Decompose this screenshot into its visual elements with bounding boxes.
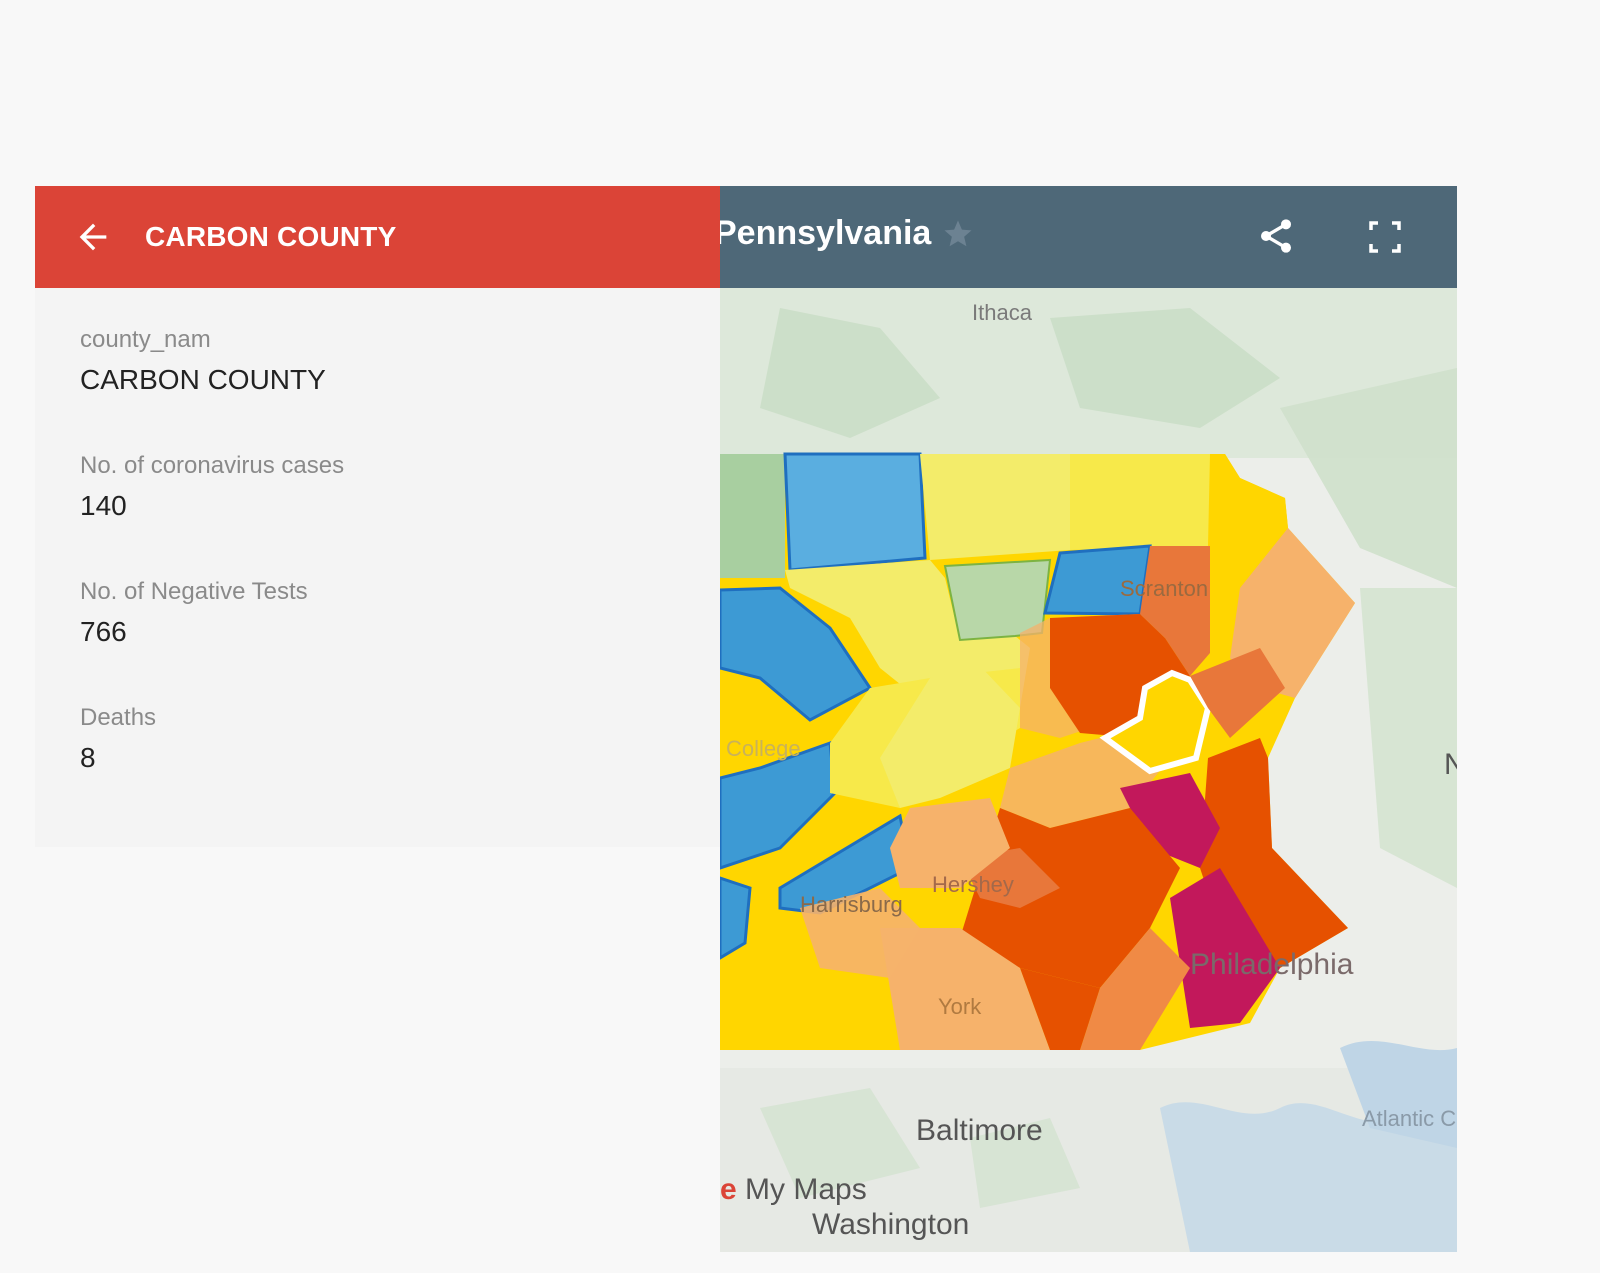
map-label-state-college: College (726, 736, 801, 761)
county-region[interactable] (720, 454, 785, 578)
field-value: 766 (80, 616, 127, 647)
map-label-hershey: Hershey (932, 872, 1014, 897)
map-label-baltimore: Baltimore (916, 1114, 1043, 1147)
map-label-edge: N (1444, 748, 1457, 781)
county-region[interactable] (880, 928, 1050, 1050)
feature-detail-header: CARBON COUNTY (35, 186, 720, 288)
map-label-harrisburg: Harrisburg (800, 892, 903, 917)
star-icon[interactable] (940, 216, 976, 252)
field-negative-tests: No. of Negative Tests 766 (80, 578, 308, 648)
map-label-ithaca: Ithaca (972, 300, 1032, 325)
arrow-left-icon (79, 223, 107, 251)
carbon-county-highlight[interactable] (1099, 669, 1212, 775)
map-label-scranton: Scranton (1120, 576, 1209, 601)
map-label-york: York (938, 994, 982, 1019)
county-region[interactable] (1020, 968, 1100, 1050)
county-region[interactable] (1050, 614, 1190, 736)
county-region[interactable] (1120, 773, 1220, 868)
county-region[interactable] (720, 876, 752, 960)
field-label: No. of coronavirus cases (80, 452, 345, 479)
field-value: 8 (80, 742, 96, 773)
back-button[interactable] (63, 207, 123, 267)
field-value: CARBON COUNTY (80, 364, 326, 395)
map-label-philadelphia: Philadelphia (1190, 948, 1354, 981)
my-maps-brand: e My Maps (720, 1173, 867, 1207)
brand-text: My Maps (736, 1173, 867, 1206)
fullscreen-icon[interactable] (1364, 216, 1406, 258)
field-value: 140 (80, 490, 127, 521)
county-choropleth (720, 452, 1355, 1050)
map-header: Pennsylvania (720, 186, 1457, 288)
panel-title: CARBON COUNTY (145, 221, 397, 252)
county-region[interactable] (783, 452, 927, 572)
county-region[interactable] (880, 666, 1020, 808)
county-region[interactable] (778, 813, 912, 915)
brand-letter: e (720, 1173, 737, 1206)
county-region[interactable] (1190, 648, 1285, 738)
share-icon[interactable] (1256, 216, 1296, 256)
field-county-name: county_nam CARBON COUNTY (80, 326, 326, 396)
county-region[interactable] (1170, 868, 1280, 1028)
map-title[interactable]: Pennsylvania (720, 214, 932, 252)
map-label-atlantic-city: Atlantic C (1362, 1106, 1457, 1131)
field-label: Deaths (80, 704, 157, 731)
field-cases: No. of coronavirus cases 140 (80, 452, 344, 522)
map-label-washington: Washington (812, 1208, 970, 1241)
county-region[interactable] (1208, 454, 1288, 658)
county-region[interactable] (1080, 928, 1190, 1050)
map-canvas[interactable]: Ithaca Scranton College Hershey Harrisbu… (720, 288, 1457, 1252)
field-deaths: Deaths 8 (80, 704, 156, 774)
field-label: No. of Negative Tests (80, 578, 308, 605)
field-label: county_nam (80, 326, 211, 353)
county-region[interactable] (1140, 546, 1210, 676)
county-region[interactable] (890, 798, 1010, 888)
county-region[interactable] (720, 586, 873, 722)
county-region[interactable] (1070, 454, 1210, 550)
feature-detail-body: county_nam CARBON COUNTY No. of coronavi… (35, 288, 720, 847)
county-region[interactable] (920, 454, 1070, 560)
county-region[interactable] (800, 888, 920, 978)
